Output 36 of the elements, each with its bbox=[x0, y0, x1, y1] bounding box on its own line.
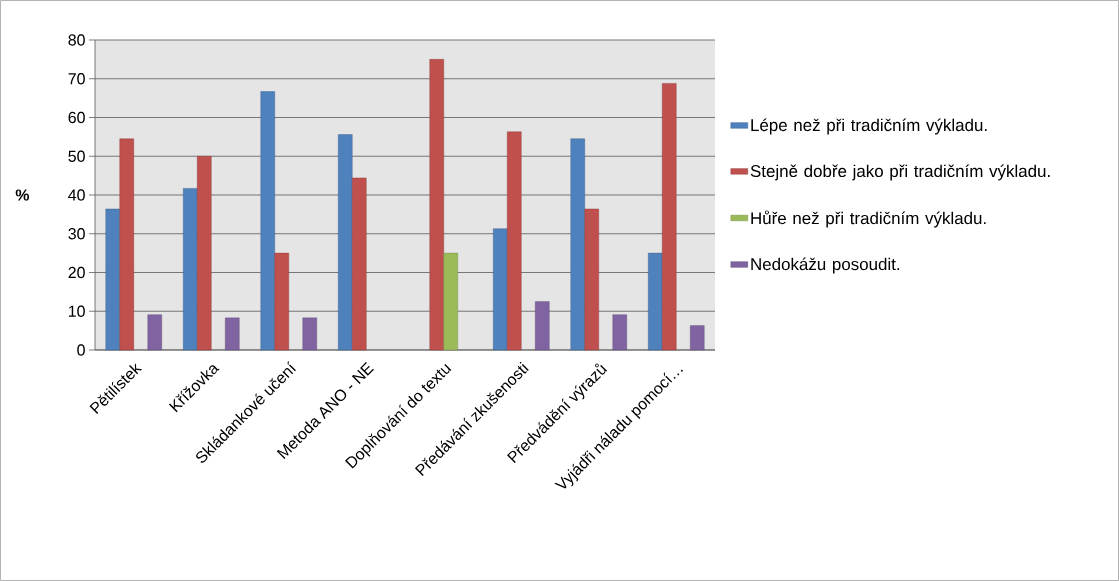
y-axis-title: % bbox=[15, 189, 30, 201]
y-tick-label: 20 bbox=[68, 266, 85, 279]
bar bbox=[302, 317, 317, 351]
bar bbox=[570, 138, 585, 351]
bar bbox=[197, 156, 212, 351]
bar bbox=[584, 208, 599, 351]
bar bbox=[105, 208, 120, 351]
bar bbox=[612, 314, 627, 351]
y-tick-label: 70 bbox=[68, 73, 85, 85]
bar bbox=[443, 252, 458, 351]
legend-label: Nedokážu posoudit. bbox=[751, 257, 900, 274]
bar bbox=[260, 91, 275, 351]
bar bbox=[662, 83, 677, 351]
bar bbox=[429, 59, 444, 351]
legend-label: Hůře než při tradičním výkladu. bbox=[751, 210, 986, 228]
y-tick-label: 80 bbox=[68, 34, 85, 46]
bar bbox=[690, 325, 705, 351]
legend-label: Lépe než při tradičním výkladu. bbox=[751, 118, 987, 135]
y-tick-label: 30 bbox=[68, 228, 85, 240]
legend-label: Stejně dobře jako při tradičním výkladu. bbox=[750, 164, 1050, 181]
y-tick-label: 0 bbox=[77, 344, 85, 356]
bar bbox=[493, 228, 508, 351]
bar bbox=[225, 317, 240, 351]
y-tick-label: 40 bbox=[68, 189, 85, 201]
bar bbox=[183, 188, 198, 351]
bar bbox=[119, 138, 134, 351]
bar bbox=[147, 314, 162, 351]
bar bbox=[338, 134, 353, 351]
bar bbox=[507, 131, 522, 351]
bar bbox=[274, 252, 289, 351]
bar bbox=[648, 252, 663, 351]
y-tick-label: 50 bbox=[68, 150, 85, 162]
bar bbox=[535, 301, 550, 351]
bar bbox=[352, 177, 367, 351]
y-tick-label: 10 bbox=[68, 305, 85, 317]
y-tick-label: 60 bbox=[68, 111, 85, 124]
